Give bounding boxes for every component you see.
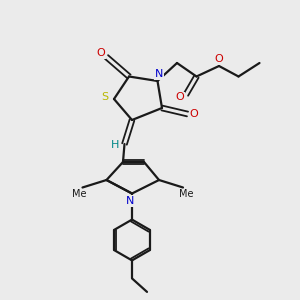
Text: O: O [214,54,224,64]
Text: O: O [97,48,106,59]
Text: S: S [101,92,109,103]
Text: N: N [155,69,163,80]
Text: O: O [189,109,198,119]
Text: Me: Me [179,189,194,199]
Text: N: N [126,196,135,206]
Text: O: O [176,92,184,103]
Text: H: H [111,140,119,150]
Text: Me: Me [72,189,87,199]
